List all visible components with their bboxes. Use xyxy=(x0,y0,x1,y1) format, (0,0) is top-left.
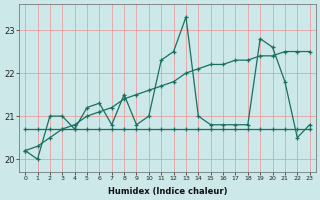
X-axis label: Humidex (Indice chaleur): Humidex (Indice chaleur) xyxy=(108,187,227,196)
